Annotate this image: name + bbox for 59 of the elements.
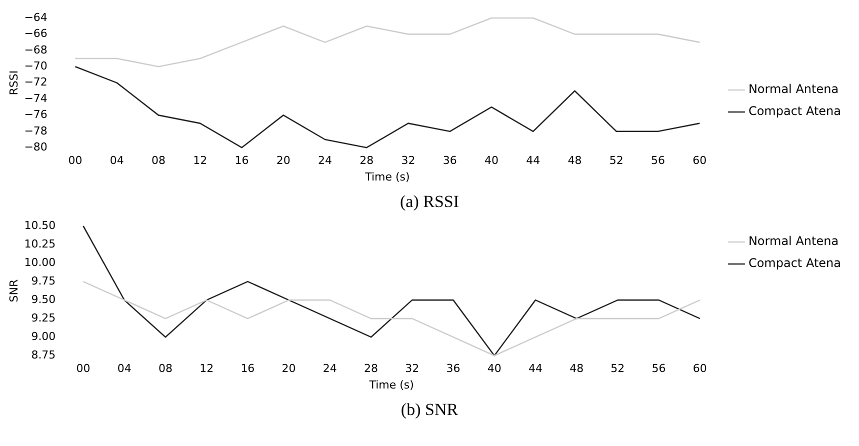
x-tick-label: 36: [446, 362, 460, 376]
x-tick-label: 28: [364, 362, 378, 376]
x-tick-label: 44: [526, 154, 540, 168]
x-tick-label: 60: [692, 154, 707, 168]
x-tick-label: 16: [240, 362, 255, 376]
y-tick-label: 9.50: [31, 292, 56, 306]
x-tick-label: 20: [282, 362, 296, 376]
y-tick-label: −70: [24, 59, 48, 72]
y-axis-title: RSSI: [7, 70, 20, 96]
legend-label: Normal Antena: [748, 82, 839, 96]
x-tick-label: 56: [651, 154, 666, 168]
y-tick-label: 10.00: [24, 256, 56, 269]
y-tick-label: −66: [24, 27, 48, 40]
legend-label: Normal Antena: [748, 234, 839, 248]
x-axis-title: Time (s): [368, 378, 414, 392]
y-tick-label: 9.00: [31, 330, 56, 343]
text: (b) SNR: [400, 399, 460, 421]
x-tick-label: 20: [276, 154, 290, 168]
y-tick-label: −74: [24, 92, 48, 105]
x-tick-label: 12: [200, 362, 214, 376]
x-tick-label: 04: [117, 362, 132, 376]
y-axis-title: SNR: [7, 279, 20, 302]
x-tick-label: 60: [692, 362, 707, 376]
legend-label: Compact Atena: [748, 256, 842, 270]
x-tick-label: 52: [609, 154, 624, 168]
x-tick-label: 28: [360, 154, 374, 168]
x-tick-label: 00: [76, 362, 90, 376]
x-tick-label: 56: [652, 362, 666, 376]
x-tick-label: 12: [193, 154, 208, 168]
x-tick-label: 36: [442, 154, 457, 168]
y-tick-label: 10.25: [24, 237, 56, 250]
x-tick-label: 40: [487, 362, 502, 376]
y-tick-label: −64: [24, 10, 48, 24]
x-tick-label: 32: [401, 154, 416, 168]
x-tick-label: 16: [234, 154, 249, 168]
y-tick-label: −80: [24, 140, 48, 154]
x-tick-label: 48: [568, 154, 582, 168]
y-tick-label: 9.25: [31, 311, 56, 324]
y-tick-label: 10.50: [24, 218, 56, 232]
y-tick-label: −68: [24, 43, 48, 56]
y-tick-label: 9.75: [31, 274, 56, 288]
x-tick-label: 04: [110, 154, 124, 168]
x-tick-label: 24: [322, 362, 337, 376]
y-tick-label: −76: [24, 108, 48, 122]
x-tick-label: 08: [158, 362, 172, 376]
x-tick-label: 00: [68, 154, 82, 168]
x-axis-title: Time (s): [364, 170, 410, 184]
y-tick-label: −72: [24, 76, 48, 89]
x-tick-label: 40: [484, 154, 499, 168]
x-tick-label: 52: [610, 362, 625, 376]
legend-label: Compact Atena: [748, 104, 842, 118]
y-tick-label: 8.75: [31, 348, 56, 362]
x-tick-label: 32: [405, 362, 420, 376]
x-tick-label: 24: [318, 154, 332, 168]
y-tick-label: −78: [24, 124, 48, 138]
x-tick-label: 48: [570, 362, 584, 376]
x-tick-label: 44: [528, 362, 542, 376]
x-tick-label: 08: [151, 154, 166, 168]
text: (a) RSSI: [398, 191, 460, 213]
